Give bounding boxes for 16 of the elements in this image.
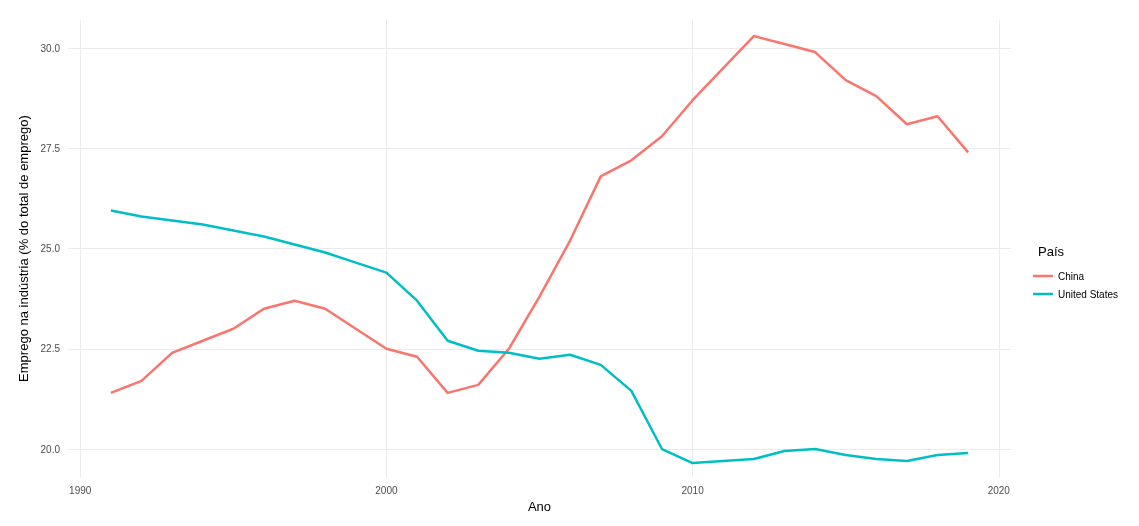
y-tick-label: 20.0 — [40, 443, 61, 455]
line-series — [109, 209, 970, 465]
x-tick-label: 2000 — [375, 484, 398, 496]
y-tick-label: 25.0 — [40, 243, 61, 255]
legend-label: China — [1057, 270, 1085, 282]
line-series — [109, 34, 970, 395]
x-tick-label: 1990 — [69, 484, 92, 496]
x-axis-title: Ano — [527, 499, 552, 514]
y-tick-label: 30.0 — [40, 42, 61, 54]
x-tick-label: 2010 — [681, 484, 705, 496]
y-tick-label: 22.5 — [40, 343, 61, 355]
x-tick-label: 2020 — [987, 484, 1011, 496]
legend-label: United States — [1057, 288, 1119, 300]
legend-title: País — [1037, 244, 1065, 259]
y-tick-label: 27.5 — [40, 142, 61, 154]
y-axis-title: Emprego na indústria (% do total de emprego) — [15, 115, 31, 382]
